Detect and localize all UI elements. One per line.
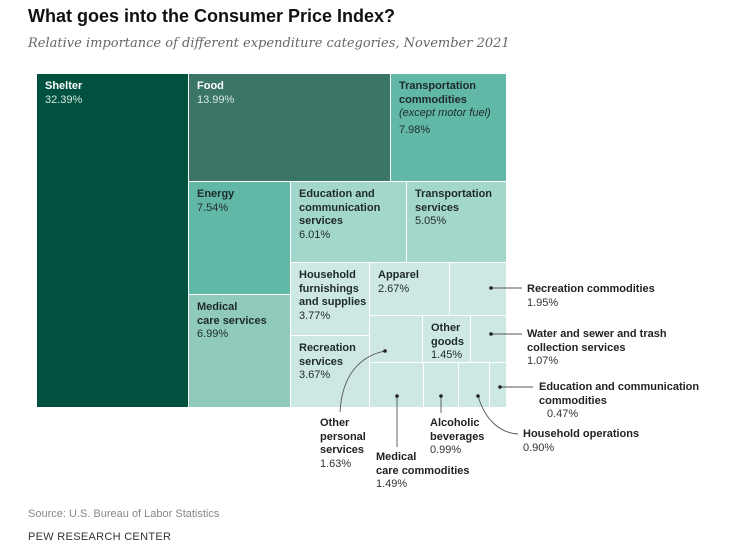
leader-dot bbox=[383, 349, 387, 353]
cell-value: 3.77% bbox=[299, 309, 331, 322]
callout-name: Other personal services bbox=[320, 417, 366, 456]
treemap-cell-water-and-sewer-and-trash-collection-services bbox=[471, 316, 507, 363]
treemap-cell-shelter: Shelter 32.39% bbox=[37, 74, 189, 408]
callout-value: 0.99% bbox=[430, 444, 462, 456]
cell-name: Food bbox=[197, 80, 224, 92]
leader-line bbox=[477, 395, 519, 435]
leader-dot bbox=[489, 286, 493, 290]
callout-name: Alcoholic beverages bbox=[430, 417, 485, 443]
cell-value: 1.45% bbox=[431, 349, 463, 361]
callout-name: Recreation commodities bbox=[527, 283, 655, 295]
cell-name: Shelter bbox=[45, 80, 83, 92]
chart-title: What goes into the Consumer Price Index? bbox=[28, 6, 396, 26]
callout-value: 1.95% bbox=[527, 296, 559, 309]
callout-value: 1.07% bbox=[527, 355, 559, 367]
cell-value: 3.67% bbox=[299, 369, 331, 381]
cell-name: Household furnishings and supplies bbox=[299, 269, 367, 308]
source-note: Source: U.S. Bureau of Labor Statistics bbox=[28, 508, 220, 520]
cell-name: Recreation services bbox=[299, 342, 356, 368]
leader-dot bbox=[439, 394, 443, 398]
callout-education-and-communication-commodities: Education and communication commodities 0.… bbox=[539, 381, 699, 422]
treemap-cell-other-goods: Other goods 1.45% bbox=[423, 316, 471, 363]
cell-name: Other goods bbox=[431, 322, 464, 348]
leader-dot bbox=[489, 332, 493, 336]
callout-name: Medical care commodities bbox=[376, 451, 470, 477]
cell-value: 7.98% bbox=[399, 123, 431, 136]
treemap-cell-energy: Energy 7.54% bbox=[189, 182, 291, 295]
cell-value: 2.67% bbox=[378, 282, 410, 295]
cell-value: 5.05% bbox=[415, 215, 447, 227]
chart-subtitle: Relative importance of different expendi… bbox=[28, 36, 510, 51]
cell-name: Transportation services bbox=[415, 188, 493, 214]
callout-medical-care-commodities: Medical care commodities 1.49% bbox=[376, 451, 470, 492]
treemap-cell-recreation-services: Recreation services 3.67% bbox=[291, 336, 370, 408]
cell-value: 6.01% bbox=[299, 228, 331, 241]
cell-value: 13.99% bbox=[197, 93, 235, 106]
cell-value: 6.99% bbox=[197, 328, 229, 340]
treemap-cell-transportation-services: Transportation services 5.05% bbox=[407, 182, 507, 263]
leader-line bbox=[339, 350, 386, 413]
treemap-cell-education-and-communication-commodities bbox=[490, 363, 507, 408]
treemap-cell-household-operations bbox=[459, 363, 490, 408]
treemap-cell-medical-care-services: Medical care services 6.99% bbox=[189, 295, 291, 408]
cell-name: Education and communication services bbox=[299, 188, 381, 227]
treemap-cell-education-and-communication-services: Education and communication services 6.01% bbox=[291, 182, 407, 263]
brand-logo-text: PEW RESEARCH CENTER bbox=[28, 531, 172, 543]
callout-value: 0.90% bbox=[523, 441, 555, 454]
treemap-cell-recreation-commodities bbox=[450, 263, 507, 316]
cell-name: Energy bbox=[197, 188, 235, 200]
cell-name: Apparel bbox=[378, 269, 419, 281]
callout-water-and-sewer-and-trash-collection-services: Water and sewer and trash collection serv… bbox=[527, 328, 667, 369]
leader-dot bbox=[476, 394, 480, 398]
treemap-cell-transportation-commodities: Transportation commodities (except motor f… bbox=[391, 74, 507, 182]
callout-household-operations: Household operations 0.90% bbox=[523, 428, 639, 455]
callout-value: 1.63% bbox=[320, 457, 352, 470]
cell-value: 32.39% bbox=[45, 93, 83, 106]
treemap-cell-alcoholic-beverages bbox=[424, 363, 459, 408]
treemap-cell-apparel: Apparel 2.67% bbox=[370, 263, 450, 316]
callout-recreation-commodities: Recreation commodities 1.95% bbox=[527, 283, 655, 310]
callout-name: Water and sewer and trash collection serv… bbox=[527, 328, 667, 354]
cell-value: 7.54% bbox=[197, 201, 229, 214]
leader-dot bbox=[498, 385, 502, 389]
callout-other-personal-services: Other personal services 1.63% bbox=[320, 417, 366, 471]
callout-alcoholic-beverages: Alcoholic beverages 0.99% bbox=[430, 417, 484, 458]
cell-note: (except motor fuel) bbox=[399, 107, 491, 119]
leader-dot bbox=[395, 394, 399, 398]
callout-name: Education and communication commodities bbox=[539, 381, 700, 407]
cell-name: Transportation commodities bbox=[399, 80, 477, 106]
callout-value: 1.49% bbox=[376, 478, 408, 490]
treemap-cell-other-personal-services bbox=[370, 316, 423, 363]
callout-value: 0.47% bbox=[547, 408, 579, 420]
cell-name: Medical care services bbox=[197, 301, 267, 327]
callout-name: Household operations bbox=[523, 428, 640, 440]
treemap-cell-household-furnishings-and-supplies: Household furnishings and supplies 3.77% bbox=[291, 263, 370, 336]
treemap-cell-food: Food 13.99% bbox=[189, 74, 391, 182]
